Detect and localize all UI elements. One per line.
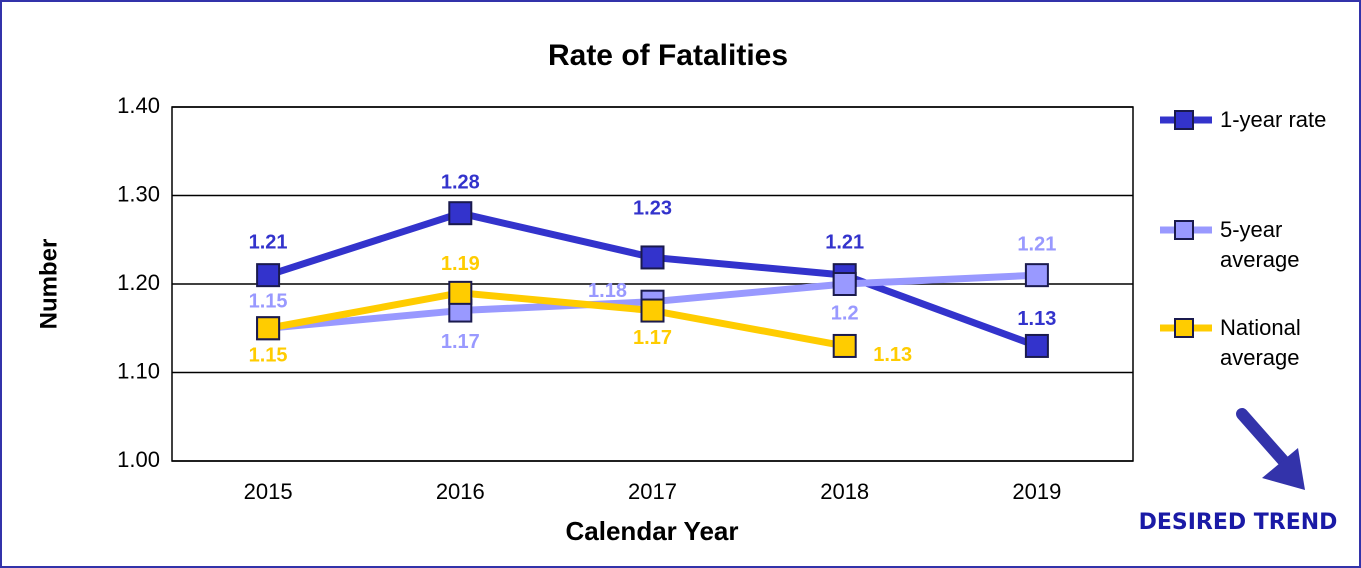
data-label: 1.17 xyxy=(441,331,480,353)
data-label: 1.28 xyxy=(441,171,480,193)
legend-label: 5-year average xyxy=(1220,217,1300,272)
legend-marker xyxy=(1174,220,1194,240)
chart-title: Rate of Fatalities xyxy=(548,39,788,72)
marker xyxy=(448,201,473,226)
data-label: 1.15 xyxy=(249,345,288,367)
data-label: 1.17 xyxy=(633,327,672,349)
marker xyxy=(640,245,665,270)
data-label: 1.21 xyxy=(1017,233,1056,255)
y-tick-label: 1.40 xyxy=(117,93,160,118)
legend-marker xyxy=(1174,110,1194,130)
marker xyxy=(1024,263,1049,288)
y-axis-label: Number xyxy=(35,239,62,330)
x-axis-label: Calendar Year xyxy=(566,516,739,546)
x-tick-label: 2017 xyxy=(628,479,677,504)
x-tick-label: 2018 xyxy=(820,479,869,504)
trend-arrow xyxy=(1236,408,1305,490)
y-tick-label: 1.10 xyxy=(117,358,160,383)
marker xyxy=(832,272,857,296)
marker xyxy=(640,298,665,323)
data-label: 1.15 xyxy=(249,291,288,313)
marker xyxy=(832,333,857,358)
data-label: 1.13 xyxy=(1017,308,1056,330)
marker xyxy=(256,263,281,288)
marker xyxy=(1024,333,1049,358)
y-tick-label: 1.00 xyxy=(117,447,160,472)
data-label: 1.23 xyxy=(633,198,672,220)
legend-marker xyxy=(1174,318,1194,338)
data-label: 1.2 xyxy=(831,302,859,324)
data-label: 1.21 xyxy=(825,231,864,253)
marker xyxy=(256,316,281,341)
annotation: DESIRED TREND xyxy=(1139,510,1338,535)
x-tick-label: 2015 xyxy=(244,479,293,504)
marker xyxy=(448,280,473,305)
data-label: 1.13 xyxy=(873,344,912,366)
series-line xyxy=(267,289,846,350)
data-label: 1.18 xyxy=(588,280,627,302)
y-tick-label: 1.30 xyxy=(117,181,160,206)
x-tick-label: 2019 xyxy=(1012,479,1061,504)
legend-label: National average xyxy=(1220,315,1301,370)
x-tick-label: 2016 xyxy=(436,479,485,504)
data-label: 1.19 xyxy=(441,253,480,275)
legend-label: 1-year rate xyxy=(1220,107,1327,132)
y-tick-label: 1.20 xyxy=(117,270,160,295)
data-label: 1.21 xyxy=(249,231,288,253)
